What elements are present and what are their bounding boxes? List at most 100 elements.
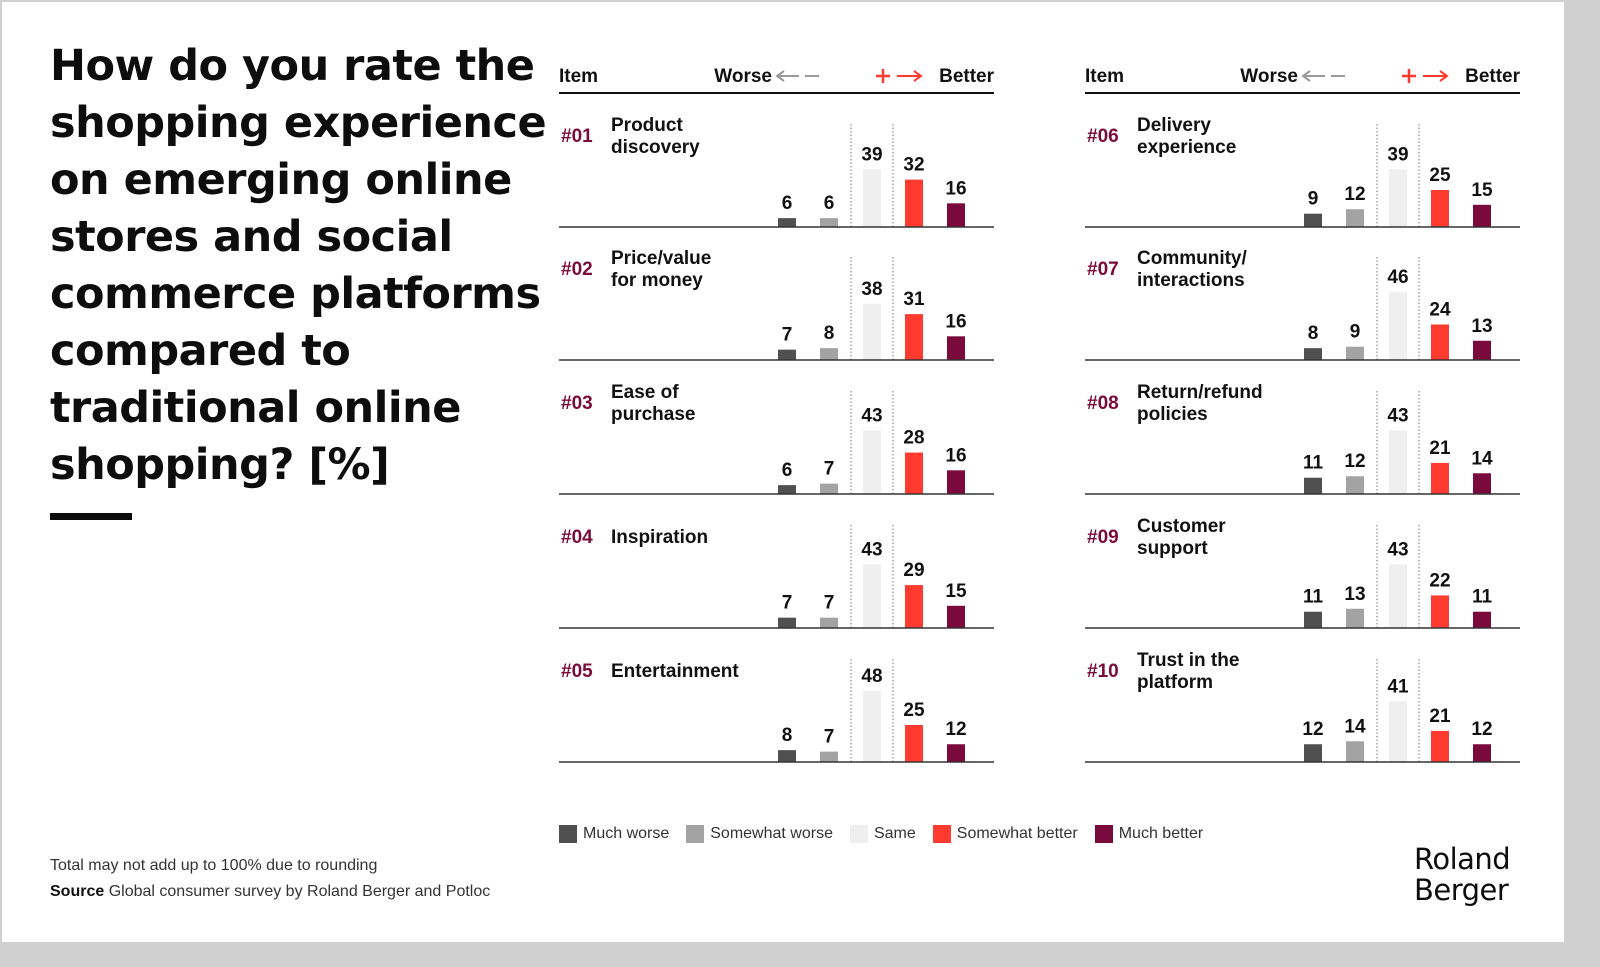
data-label: 22 [1429, 570, 1450, 591]
bar-much-worse [1304, 477, 1322, 494]
item-label-line1: Return/refund [1137, 382, 1263, 403]
data-label: 16 [945, 311, 966, 332]
data-label: 16 [945, 178, 966, 199]
item-number: #03 [561, 393, 593, 414]
data-label: 11 [1303, 453, 1324, 474]
item-number: #06 [1087, 126, 1119, 147]
bar-somewhat-better [905, 452, 923, 494]
bar-much-better [947, 203, 965, 227]
data-label: 32 [903, 155, 924, 176]
data-label: 15 [1471, 180, 1493, 201]
item-label-line2: interactions [1137, 270, 1245, 291]
bar-same [1389, 701, 1407, 762]
data-label: 13 [1344, 584, 1365, 605]
bar-much-worse [1304, 611, 1322, 628]
data-label: 8 [782, 725, 793, 746]
item-label-line2: support [1137, 538, 1208, 559]
item-number: #04 [561, 527, 593, 548]
bar-much-better [1473, 473, 1491, 494]
data-label: 43 [861, 405, 882, 426]
bar-somewhat-better [1431, 462, 1449, 494]
infographic-frame: How do you rate the shopping experience … [2, 2, 1564, 942]
data-label: 14 [1344, 716, 1366, 737]
bar-much-worse [1304, 213, 1322, 227]
arrow-left-head-icon [1301, 70, 1311, 82]
arrow-right-head-icon [913, 70, 923, 82]
header-item-label: Item [559, 66, 598, 87]
header-worse-label: Worse [1240, 66, 1298, 87]
legend-item-much-worse: Much worse [559, 825, 669, 843]
data-label: 31 [903, 289, 925, 310]
data-label: 14 [1471, 448, 1493, 469]
item-label-line2: policies [1137, 404, 1208, 425]
legend-label: Same [873, 825, 916, 842]
bar-somewhat-worse [820, 617, 838, 628]
logo-line-1: Roland [1414, 842, 1511, 876]
bar-somewhat-better [1431, 190, 1449, 227]
arrow-left-head-icon [775, 70, 785, 82]
data-label: 7 [782, 593, 793, 614]
header-better-label: Better [1465, 66, 1521, 87]
data-label: 8 [824, 323, 835, 344]
page-title: How do you rate the shopping experience … [50, 41, 547, 490]
bar-same [1389, 564, 1407, 628]
source-note: Source Global consumer survey by Roland … [50, 883, 490, 901]
data-label: 28 [903, 428, 924, 449]
item-label-line2: experience [1137, 137, 1236, 158]
data-label: 9 [1350, 322, 1361, 343]
item-number: #05 [561, 661, 593, 682]
bar-somewhat-worse [1346, 741, 1364, 762]
legend-label: Much better [1118, 825, 1204, 842]
item-number: #07 [1087, 259, 1119, 280]
item-label-line1: Community/ [1137, 248, 1248, 269]
data-label: 12 [1344, 184, 1365, 205]
bar-same [863, 690, 881, 762]
data-label: 13 [1471, 316, 1492, 337]
data-label: 39 [861, 144, 882, 165]
bar-somewhat-better [905, 585, 923, 628]
legend-swatch [1094, 825, 1113, 843]
data-label: 16 [945, 445, 966, 466]
bar-same [863, 169, 881, 227]
bar-much-better [1473, 611, 1491, 628]
item-number: #10 [1087, 661, 1119, 682]
data-label: 12 [1302, 719, 1323, 740]
header-item-label: Item [1085, 66, 1124, 87]
legend-item-same: Same [849, 825, 916, 843]
bar-same [863, 303, 881, 360]
item-label: Inspiration [611, 527, 708, 548]
bar-same [1389, 291, 1407, 360]
data-label: 21 [1429, 706, 1451, 727]
item-label-line1: Product [611, 115, 683, 136]
bar-somewhat-better [1431, 730, 1449, 762]
bar-much-better [947, 336, 965, 360]
item-label: Entertainment [611, 661, 739, 682]
legend-item-somewhat-worse: Somewhat worse [686, 825, 833, 843]
logo-line-2: Berger [1414, 873, 1509, 907]
data-label: 25 [903, 700, 925, 721]
item-number: #02 [561, 259, 593, 280]
data-label: 6 [782, 460, 793, 481]
bar-somewhat-better [905, 725, 923, 762]
item-label-line2: for money [611, 270, 703, 291]
bar-much-worse [778, 218, 796, 227]
data-label: 11 [1472, 587, 1493, 608]
data-label: 48 [861, 666, 882, 687]
footnote: Total may not add up to 100% due to roun… [50, 857, 378, 874]
bar-somewhat-worse [820, 483, 838, 494]
data-label: 7 [824, 459, 835, 480]
bar-somewhat-worse [820, 751, 838, 762]
data-label: 7 [782, 325, 793, 346]
bar-same [863, 564, 881, 628]
legend-swatch [559, 825, 577, 843]
source-text: Global consumer survey by Roland Berger … [108, 883, 491, 900]
data-label: 11 [1303, 587, 1324, 608]
bar-somewhat-worse [820, 348, 838, 360]
bar-much-worse [778, 617, 796, 628]
legend-item-somewhat-better: Somewhat better [932, 825, 1078, 843]
header-better-label: Better [939, 66, 995, 87]
legend-swatch [849, 825, 868, 843]
item-label-line1: Ease of [611, 382, 679, 403]
legend-swatch [686, 825, 705, 843]
item-label-line2: platform [1137, 672, 1213, 693]
